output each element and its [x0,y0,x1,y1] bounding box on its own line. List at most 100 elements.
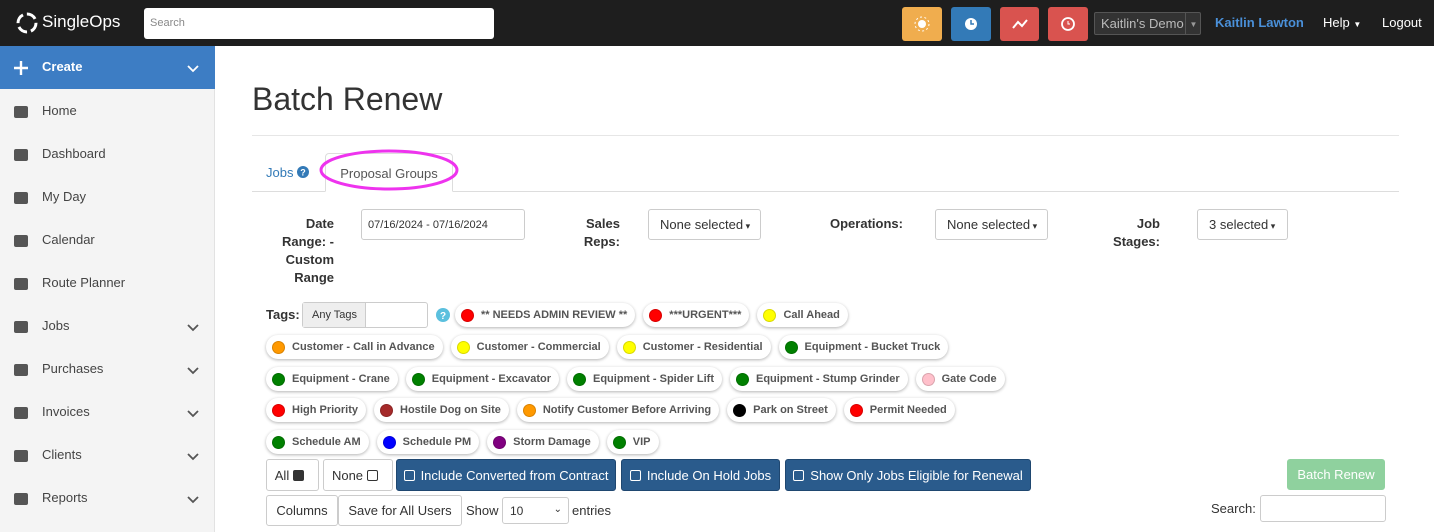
tag-name: Storm Damage [513,436,591,448]
tag-dot [272,403,285,417]
nav-item[interactable]: Clients [0,434,215,477]
nav-item[interactable]: Create [0,46,215,89]
tag-name: Notify Customer Before Arriving [542,404,712,416]
tag-chip[interactable]: Hostile Dog on Site [374,398,509,422]
filter-value: None selected [660,217,744,232]
nav-item[interactable]: My Day [0,176,215,219]
tag-chip[interactable]: Equipment - Stump Grinder [730,367,908,391]
tag-chip[interactable]: Equipment - Crane [266,367,398,391]
tag-chip[interactable]: ***URGENT*** [643,303,750,327]
tag-chip[interactable]: Park on Street [727,398,836,422]
nav-label: Invoices [42,404,90,419]
chart-button[interactable] [1000,7,1039,41]
tag-chip[interactable]: Customer - Commercial [450,335,609,359]
user-name[interactable]: Kaitlin Lawton [1215,15,1304,30]
select-caret: ⌄ [553,504,562,515]
columns-button[interactable]: Columns [266,495,338,526]
tag-dot [622,340,636,354]
tag-name: High Priority [292,404,359,416]
tag-chip[interactable]: Permit Needed [843,398,955,422]
nav-chevron [186,406,200,424]
clock-button[interactable] [951,7,991,41]
nav-item[interactable]: Route Planner [0,262,215,305]
nav-icon [12,447,30,465]
toggle-button[interactable]: Show Only Jobs Eligible for Renewal [785,459,1031,491]
toggle-button[interactable]: Include On Hold Jobs [621,459,780,491]
page-title: Batch Renew [252,81,443,117]
nav-icon [12,232,30,250]
date-range-input[interactable]: 07/16/2024 - 07/16/2024 [361,209,525,240]
nav-item[interactable]: Home [0,90,215,133]
batch-renew-button[interactable]: Batch Renew [1287,459,1385,490]
tag-row: Schedule AM Schedule PM Storm Damage VIP [266,430,659,454]
tag-name: Schedule PM [402,436,472,448]
svg-text:?: ? [300,168,306,178]
filter-dropdown[interactable]: None selected ▾ [935,209,1048,240]
tag-chip[interactable]: Schedule PM [376,430,480,454]
entries-select[interactable]: 10 ⌄ [502,497,569,524]
nav-label: Clients [42,447,82,462]
tag-chip[interactable]: Call Ahead [757,303,848,327]
nav-chevron [186,449,200,467]
nav-item[interactable]: Jobs [0,305,215,348]
tag-chip[interactable]: Notify Customer Before Arriving [516,398,720,422]
help-icon: ? [436,308,450,327]
divider [252,135,1399,136]
account-select[interactable]: Kaitlin's Demo ▼ [1094,12,1201,35]
nav-item[interactable]: Calendar [0,219,215,262]
history-button[interactable] [1048,7,1088,41]
tag-dot [522,403,536,417]
filter-dropdown[interactable]: 3 selected ▾ [1197,209,1288,240]
select-button[interactable]: None [323,459,393,491]
tag-chip[interactable]: High Priority [266,398,367,422]
tag-dot [573,372,586,386]
filter-dropdown[interactable]: None selected ▾ [648,209,761,240]
tag-dot [733,403,747,417]
filter-label: Date Range: - Custom Range [282,216,334,285]
table-search-input[interactable] [1260,495,1386,522]
tag-row: ** NEEDS ADMIN REVIEW ** ***URGENT*** Call… [455,303,848,327]
tag-chip[interactable]: Equipment - Spider Lift [567,367,722,391]
tag-chip[interactable]: Storm Damage [487,430,599,454]
tag-chip[interactable]: Gate Code [915,367,1005,391]
nav-icon [12,490,30,508]
tag-chip[interactable]: Customer - Residential [616,335,771,359]
nav-label: Calendar [42,232,95,247]
sun-button[interactable] [902,7,942,41]
help-menu[interactable]: Help ▼ [1323,15,1362,30]
tag-chip[interactable]: Schedule AM [266,430,369,454]
tag-chip[interactable]: VIP [606,430,659,454]
help-label: Help [1323,15,1350,30]
tag-row: Customer - Call in Advance Customer - Com… [266,335,949,359]
nav-item[interactable]: Reports [0,477,215,520]
tag-dot [272,372,285,386]
tag-chip[interactable]: Equipment - Bucket Truck [778,335,949,359]
nav-item[interactable]: Dashboard [0,133,215,176]
tag-chip[interactable]: ** NEEDS ADMIN REVIEW ** [455,303,636,327]
tag-dot [272,435,285,449]
tab-jobs[interactable]: Jobs ? [266,165,310,180]
tag-name: ** NEEDS ADMIN REVIEW ** [481,309,628,321]
tag-dot [763,308,777,322]
tag-chip[interactable]: Equipment - Excavator [405,367,559,391]
logout[interactable]: Logout [1382,15,1422,30]
nav-chevron [186,492,200,510]
tags-mode[interactable]: Any Tags [302,302,428,328]
save-button[interactable]: Save for All Users [338,495,462,526]
nav-item[interactable]: Purchases [0,348,215,391]
search-input[interactable]: Search [144,8,494,39]
filter-label: Operations: [830,216,903,231]
toggle-button[interactable]: Include Converted from Contract [396,459,616,491]
nav-icon [12,59,30,77]
tag-chip[interactable]: Customer - Call in Advance [266,335,443,359]
entries-value: 10 [510,504,524,518]
select-button[interactable]: All [266,459,319,491]
tag-name: VIP [632,436,651,448]
tag-name: ***URGENT*** [669,309,742,321]
nav-item[interactable]: Invoices [0,391,215,434]
tab-label: Jobs [266,165,294,180]
tag-dot [380,403,394,417]
caret: ▾ [1268,221,1276,231]
checkbox-icon [403,469,415,481]
